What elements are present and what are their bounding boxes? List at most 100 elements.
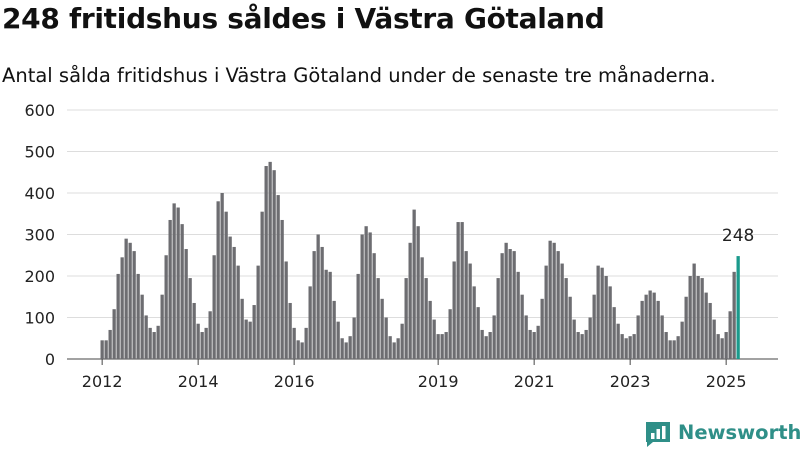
bar (296, 340, 300, 359)
bar (188, 278, 192, 359)
bar (656, 300, 660, 359)
bar (372, 253, 376, 359)
y-tick-label: 100 (24, 309, 55, 328)
bar (308, 286, 312, 359)
bar (352, 317, 356, 359)
bar (488, 332, 492, 359)
bar (484, 336, 488, 359)
bar (724, 332, 728, 359)
bar (524, 315, 528, 359)
bar (244, 319, 248, 359)
bar (168, 219, 172, 359)
bar (404, 278, 408, 359)
bar (604, 276, 608, 359)
bar (304, 327, 308, 359)
y-tick-label: 200 (24, 267, 55, 286)
bar (548, 240, 552, 359)
bar (692, 263, 696, 359)
newsworthy-logo: Newsworthy (644, 420, 800, 450)
bar (384, 317, 388, 359)
bar (148, 327, 152, 359)
y-tick-label: 0 (45, 350, 55, 369)
bar (320, 246, 324, 359)
bar (116, 273, 120, 359)
bar (424, 278, 428, 359)
bar (144, 315, 148, 359)
bar (640, 300, 644, 359)
bar (648, 290, 652, 359)
bar (396, 338, 400, 359)
bar (612, 307, 616, 359)
bar (112, 309, 116, 359)
bar (544, 265, 548, 359)
bar (104, 340, 108, 359)
bar (300, 342, 304, 359)
bar (120, 257, 124, 359)
bar (580, 334, 584, 359)
bar (316, 234, 320, 359)
bar (512, 251, 516, 359)
bar (272, 170, 276, 359)
bar (720, 338, 724, 359)
bar (680, 321, 684, 359)
x-tick-label: 2019 (418, 372, 459, 391)
y-tick-label: 300 (24, 226, 55, 245)
bar (124, 238, 128, 359)
x-tick-label: 2014 (178, 372, 219, 391)
bar (172, 203, 176, 359)
bar (596, 265, 600, 359)
bar (160, 294, 164, 359)
bar (348, 336, 352, 359)
bar (328, 271, 332, 359)
bar (472, 286, 476, 359)
bar (688, 276, 692, 359)
bar (408, 242, 412, 359)
bar (192, 302, 196, 359)
bar (200, 332, 204, 359)
y-tick-label: 600 (24, 101, 55, 120)
bar (672, 340, 676, 359)
bar (336, 321, 340, 359)
bar (728, 311, 732, 359)
bar (100, 340, 104, 359)
bar (500, 253, 504, 359)
bar (324, 269, 328, 359)
bar (224, 211, 228, 359)
bar (560, 263, 564, 359)
logo-icon (646, 422, 670, 447)
bar (140, 294, 144, 359)
bar (476, 307, 480, 359)
bar (492, 315, 496, 359)
bar (632, 334, 636, 359)
y-tick-label: 500 (24, 143, 55, 162)
chart-subtitle: Antal sålda fritidshus i Västra Götaland… (2, 64, 716, 87)
bar (668, 340, 672, 359)
bar (260, 211, 264, 359)
bar (696, 276, 700, 359)
bar (136, 273, 140, 359)
bar (164, 255, 168, 359)
bar (180, 224, 184, 359)
bar (644, 294, 648, 359)
bar (532, 332, 536, 359)
bar (664, 332, 668, 359)
bar (332, 300, 336, 359)
latest-value-label: 248 (722, 226, 754, 246)
bar (392, 342, 396, 359)
bar (628, 336, 632, 359)
bar (232, 246, 236, 359)
bar (312, 251, 316, 359)
bar (388, 336, 392, 359)
bar (152, 332, 156, 359)
bar (128, 242, 132, 359)
bar (536, 325, 540, 359)
brand-name: Newsworthy (678, 421, 800, 444)
bar (280, 219, 284, 359)
bar (252, 305, 256, 359)
bar (448, 309, 452, 359)
bar (176, 207, 180, 359)
bar (700, 278, 704, 359)
bar (248, 321, 252, 359)
bar (196, 323, 200, 359)
bar (576, 332, 580, 359)
